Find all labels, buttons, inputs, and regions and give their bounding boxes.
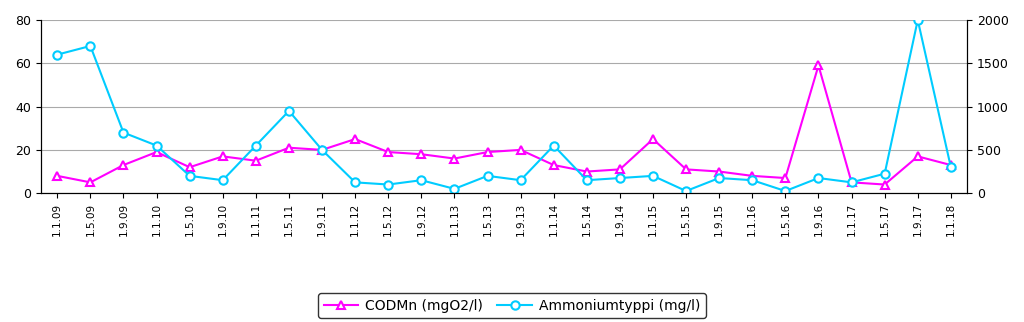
- CODMn (mgO2/l): [481, 150, 494, 154]
- Ammoniumtyppi (mg/l): [183, 174, 196, 178]
- CODMn (mgO2/l): [812, 63, 824, 67]
- Ammoniumtyppi (mg/l): [945, 165, 957, 169]
- CODMn (mgO2/l): [118, 163, 130, 167]
- Ammoniumtyppi (mg/l): [217, 178, 229, 182]
- Ammoniumtyppi (mg/l): [415, 178, 427, 182]
- CODMn (mgO2/l): [680, 167, 692, 171]
- CODMn (mgO2/l): [415, 152, 427, 156]
- Ammoniumtyppi (mg/l): [647, 174, 659, 178]
- Ammoniumtyppi (mg/l): [613, 176, 626, 180]
- CODMn (mgO2/l): [746, 174, 759, 178]
- CODMn (mgO2/l): [217, 155, 229, 158]
- Line: CODMn (mgO2/l): CODMn (mgO2/l): [53, 61, 955, 189]
- CODMn (mgO2/l): [514, 148, 526, 152]
- CODMn (mgO2/l): [548, 163, 560, 167]
- CODMn (mgO2/l): [449, 156, 461, 160]
- Ammoniumtyppi (mg/l): [879, 172, 891, 175]
- Ammoniumtyppi (mg/l): [812, 176, 824, 180]
- CODMn (mgO2/l): [250, 159, 262, 163]
- CODMn (mgO2/l): [581, 170, 593, 174]
- Ammoniumtyppi (mg/l): [680, 189, 692, 193]
- Ammoniumtyppi (mg/l): [382, 183, 394, 186]
- CODMn (mgO2/l): [879, 183, 891, 186]
- CODMn (mgO2/l): [647, 137, 659, 141]
- Ammoniumtyppi (mg/l): [349, 180, 361, 184]
- Ammoniumtyppi (mg/l): [315, 148, 328, 152]
- CODMn (mgO2/l): [846, 180, 858, 184]
- CODMn (mgO2/l): [613, 167, 626, 171]
- Ammoniumtyppi (mg/l): [581, 178, 593, 182]
- Ammoniumtyppi (mg/l): [846, 180, 858, 184]
- CODMn (mgO2/l): [713, 170, 725, 174]
- Ammoniumtyppi (mg/l): [283, 109, 295, 113]
- CODMn (mgO2/l): [382, 150, 394, 154]
- Legend: CODMn (mgO2/l), Ammoniumtyppi (mg/l): CODMn (mgO2/l), Ammoniumtyppi (mg/l): [318, 293, 706, 318]
- Ammoniumtyppi (mg/l): [548, 144, 560, 147]
- Ammoniumtyppi (mg/l): [84, 44, 96, 48]
- CODMn (mgO2/l): [349, 137, 361, 141]
- CODMn (mgO2/l): [183, 165, 196, 169]
- CODMn (mgO2/l): [945, 163, 957, 167]
- Line: Ammoniumtyppi (mg/l): Ammoniumtyppi (mg/l): [53, 16, 955, 195]
- CODMn (mgO2/l): [315, 148, 328, 152]
- Ammoniumtyppi (mg/l): [151, 144, 163, 147]
- Ammoniumtyppi (mg/l): [118, 131, 130, 135]
- CODMn (mgO2/l): [283, 146, 295, 150]
- Ammoniumtyppi (mg/l): [51, 53, 63, 57]
- CODMn (mgO2/l): [84, 180, 96, 184]
- Ammoniumtyppi (mg/l): [514, 178, 526, 182]
- CODMn (mgO2/l): [51, 174, 63, 178]
- Ammoniumtyppi (mg/l): [779, 189, 792, 193]
- Ammoniumtyppi (mg/l): [713, 176, 725, 180]
- Ammoniumtyppi (mg/l): [746, 178, 759, 182]
- Ammoniumtyppi (mg/l): [911, 18, 924, 22]
- CODMn (mgO2/l): [779, 176, 792, 180]
- CODMn (mgO2/l): [151, 150, 163, 154]
- Ammoniumtyppi (mg/l): [250, 144, 262, 147]
- Ammoniumtyppi (mg/l): [449, 187, 461, 191]
- Ammoniumtyppi (mg/l): [481, 174, 494, 178]
- CODMn (mgO2/l): [911, 155, 924, 158]
